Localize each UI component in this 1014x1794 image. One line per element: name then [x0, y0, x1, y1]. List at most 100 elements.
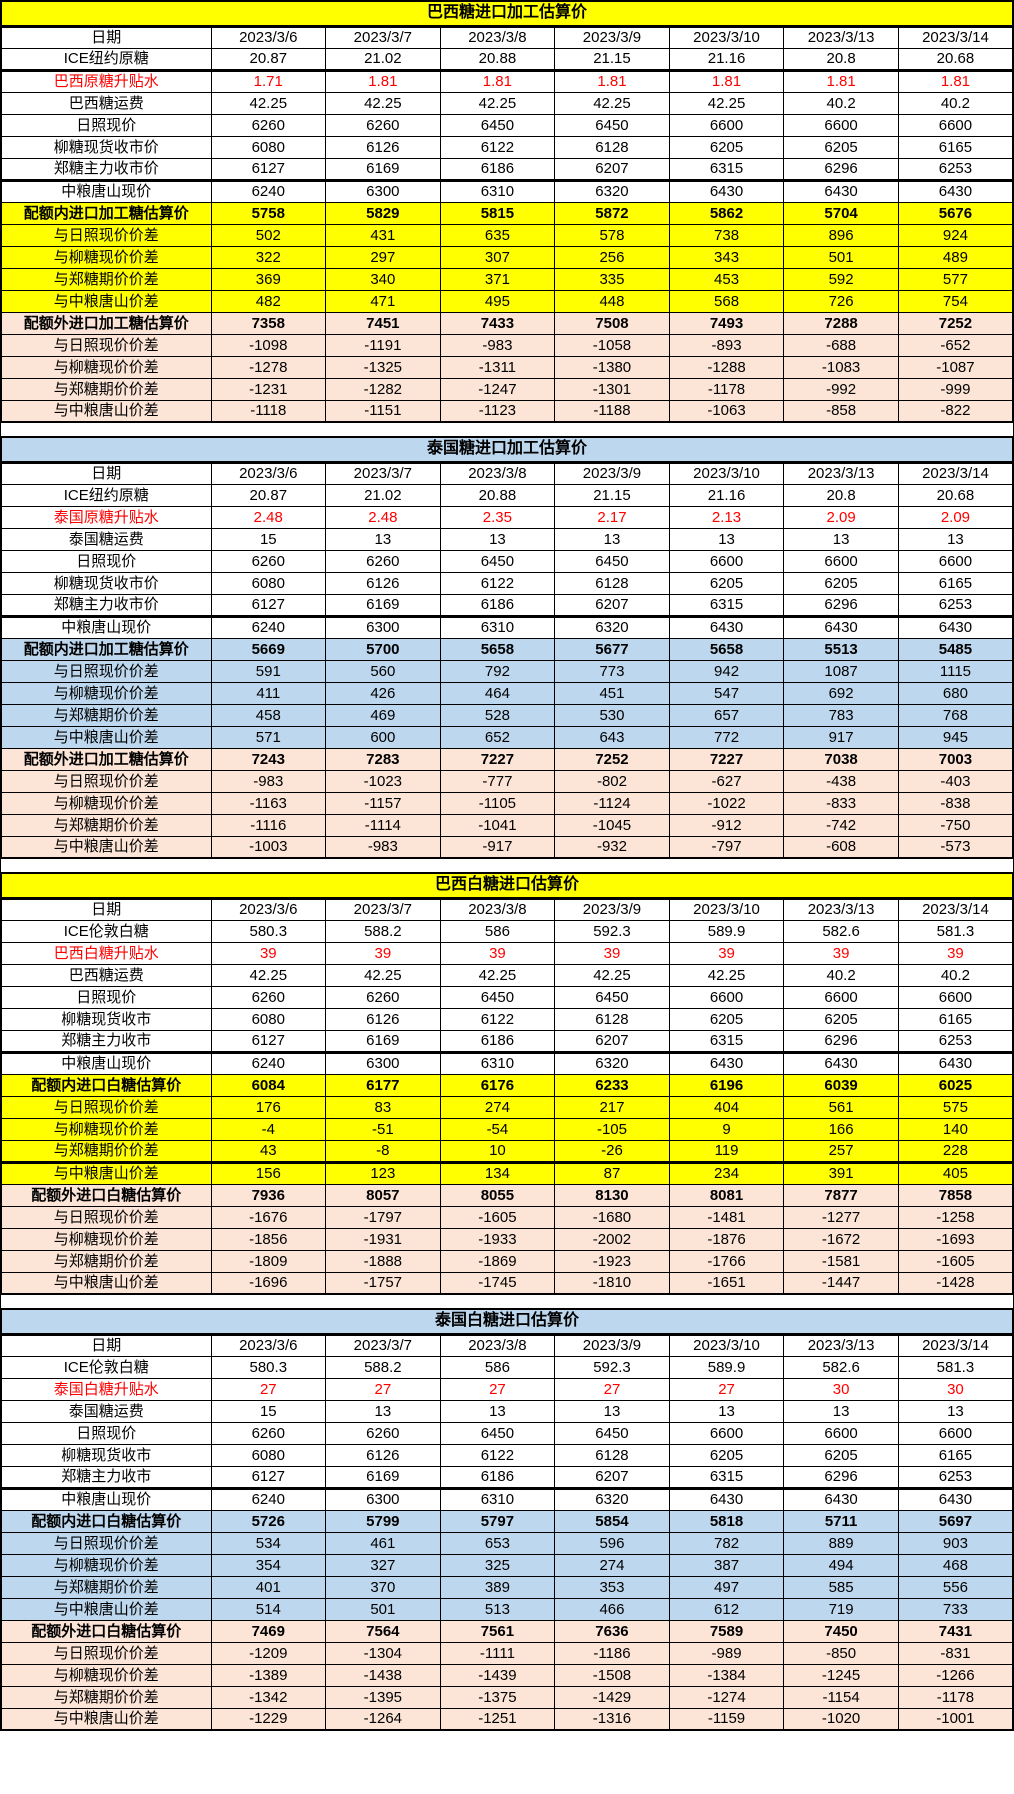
row-label-cell[interactable]: 与郑糖期价价差 — [0, 813, 212, 837]
date-cell[interactable]: 2023/3/6 — [210, 461, 327, 485]
value-cell[interactable]: -105 — [554, 1117, 670, 1141]
value-cell[interactable]: 42.25 — [325, 91, 441, 115]
value-cell[interactable]: -1439 — [439, 1663, 556, 1687]
value-cell[interactable]: 42.25 — [554, 91, 670, 115]
value-cell[interactable]: 585 — [783, 1575, 899, 1599]
row-label-cell[interactable]: 配额内进口白糖估算价 — [0, 1073, 212, 1097]
value-cell[interactable]: -1931 — [325, 1227, 441, 1251]
value-cell[interactable]: -797 — [668, 835, 785, 859]
value-cell[interactable]: 389 — [439, 1575, 556, 1599]
value-cell[interactable]: -1316 — [554, 1707, 670, 1731]
value-cell[interactable]: 6600 — [783, 985, 899, 1009]
value-cell[interactable]: 7288 — [783, 311, 899, 335]
value-cell[interactable]: 733 — [897, 1597, 1014, 1621]
value-cell[interactable]: 768 — [897, 703, 1014, 727]
value-cell[interactable]: 5704 — [783, 201, 899, 225]
value-cell[interactable]: 6300 — [325, 179, 441, 203]
value-cell[interactable]: 7636 — [554, 1619, 670, 1643]
value-cell[interactable]: 371 — [439, 267, 556, 291]
row-label-cell[interactable]: ICE伦敦白糖 — [0, 1355, 212, 1379]
value-cell[interactable]: 6253 — [897, 1029, 1014, 1054]
value-cell[interactable]: 6126 — [325, 571, 441, 595]
value-cell[interactable]: 234 — [668, 1161, 785, 1185]
value-cell[interactable]: 40.2 — [783, 963, 899, 987]
value-cell[interactable]: -1087 — [897, 355, 1014, 379]
row-label-cell[interactable]: 配额外进口白糖估算价 — [0, 1183, 212, 1207]
date-cell[interactable]: 2023/3/10 — [668, 25, 785, 49]
value-cell[interactable]: -1116 — [210, 813, 327, 837]
table-title[interactable]: 泰国白糖进口估算价 — [0, 1308, 1014, 1336]
value-cell[interactable]: 156 — [210, 1161, 327, 1185]
value-cell[interactable]: 592.3 — [554, 1355, 670, 1379]
value-cell[interactable]: 6450 — [439, 985, 556, 1009]
row-label-cell[interactable]: 郑糖主力收市 — [0, 1465, 212, 1490]
value-cell[interactable]: 13 — [439, 527, 556, 551]
row-label-cell[interactable]: 与郑糖期价价差 — [0, 267, 212, 291]
row-label-cell[interactable]: 与中粮唐山价差 — [0, 1161, 212, 1185]
value-cell[interactable]: 27 — [668, 1377, 785, 1401]
value-cell[interactable]: 6296 — [783, 157, 899, 182]
row-label-cell[interactable]: 与郑糖期价价差 — [0, 377, 212, 401]
value-cell[interactable]: 6165 — [897, 1443, 1014, 1467]
value-cell[interactable]: -983 — [325, 835, 441, 859]
value-cell[interactable]: 896 — [783, 223, 899, 247]
value-cell[interactable]: -4 — [210, 1117, 327, 1141]
value-cell[interactable]: 6315 — [668, 157, 785, 182]
value-cell[interactable]: 20.8 — [783, 483, 899, 507]
value-cell[interactable]: -1045 — [554, 813, 670, 837]
value-cell[interactable]: 782 — [668, 1531, 785, 1555]
value-cell[interactable]: 6430 — [668, 179, 785, 203]
date-cell[interactable]: 2023/3/14 — [897, 1333, 1014, 1357]
value-cell[interactable]: 40.2 — [783, 91, 899, 115]
value-cell[interactable]: 7936 — [210, 1183, 327, 1207]
value-cell[interactable]: -1282 — [325, 377, 441, 401]
value-cell[interactable]: 575 — [897, 1095, 1014, 1119]
value-cell[interactable]: 13 — [439, 1399, 556, 1423]
value-cell[interactable]: 6039 — [783, 1073, 899, 1097]
value-cell[interactable]: -1274 — [668, 1685, 785, 1709]
value-cell[interactable]: 461 — [325, 1531, 441, 1555]
value-cell[interactable]: 6128 — [554, 1007, 670, 1031]
value-cell[interactable]: 42.25 — [668, 91, 785, 115]
value-cell[interactable]: -1797 — [325, 1205, 441, 1229]
row-label-cell[interactable]: 泰国白糖升贴水 — [0, 1377, 212, 1401]
value-cell[interactable]: 6084 — [210, 1073, 327, 1097]
row-label-cell[interactable]: 与郑糖期价价差 — [0, 1139, 212, 1164]
value-cell[interactable]: -1083 — [783, 355, 899, 379]
value-cell[interactable]: -1111 — [439, 1641, 556, 1665]
value-cell[interactable]: 325 — [439, 1553, 556, 1577]
value-cell[interactable]: 7589 — [668, 1619, 785, 1643]
value-cell[interactable]: -1247 — [439, 377, 556, 401]
value-cell[interactable]: 7469 — [210, 1619, 327, 1643]
row-label-cell[interactable]: 中粮唐山现价 — [0, 615, 212, 639]
row-label-cell[interactable]: 配额外进口加工糖估算价 — [0, 747, 212, 771]
value-cell[interactable]: 42.25 — [325, 963, 441, 987]
value-cell[interactable]: 6430 — [897, 1487, 1014, 1511]
value-cell[interactable]: -2002 — [554, 1227, 670, 1251]
value-cell[interactable]: -750 — [897, 813, 1014, 837]
value-cell[interactable]: 6240 — [210, 179, 327, 203]
value-cell[interactable]: 6207 — [554, 1465, 670, 1490]
value-cell[interactable]: 451 — [554, 681, 670, 705]
value-cell[interactable]: 13 — [554, 527, 670, 551]
value-cell[interactable]: -1178 — [668, 377, 785, 401]
value-cell[interactable]: 5676 — [897, 201, 1014, 225]
value-cell[interactable]: 6600 — [783, 1421, 899, 1445]
value-cell[interactable]: 7252 — [897, 311, 1014, 335]
value-cell[interactable]: 6260 — [325, 985, 441, 1009]
row-label-cell[interactable]: 巴西原糖升贴水 — [0, 69, 212, 93]
value-cell[interactable]: 6126 — [325, 1443, 441, 1467]
value-cell[interactable]: -1605 — [439, 1205, 556, 1229]
value-cell[interactable]: 6165 — [897, 571, 1014, 595]
value-cell[interactable]: 577 — [897, 267, 1014, 291]
value-cell[interactable]: 6430 — [668, 615, 785, 639]
value-cell[interactable]: 6600 — [668, 113, 785, 137]
value-cell[interactable]: 6186 — [439, 593, 556, 618]
value-cell[interactable]: 489 — [897, 245, 1014, 269]
value-cell[interactable]: 6260 — [325, 113, 441, 137]
value-cell[interactable]: -1581 — [783, 1249, 899, 1273]
value-cell[interactable]: 5513 — [783, 637, 899, 661]
value-cell[interactable]: 6127 — [210, 1029, 327, 1054]
value-cell[interactable]: 5697 — [897, 1509, 1014, 1533]
value-cell[interactable]: -652 — [897, 333, 1014, 357]
